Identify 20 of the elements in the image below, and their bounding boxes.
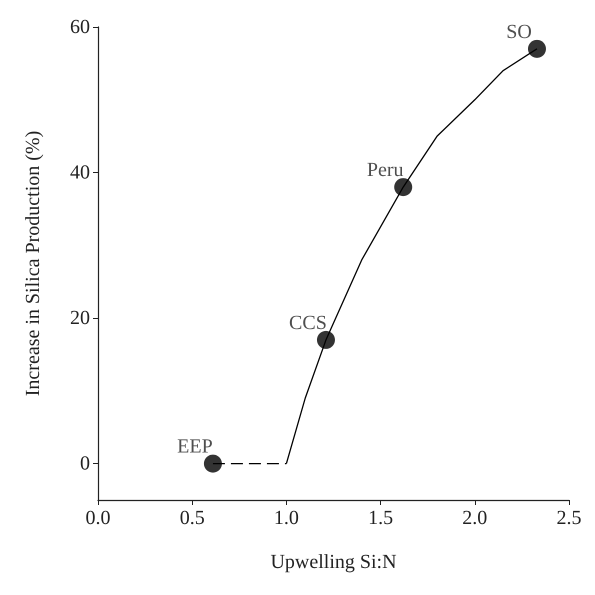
point	[316, 330, 335, 349]
point	[394, 178, 412, 196]
y-axis-title: Increase in Silica Production (%)	[22, 130, 44, 396]
y-tick-label: 20	[70, 307, 90, 330]
x-axis-title: Upwelling Si:N	[270, 551, 397, 573]
annotation: Peru	[366, 159, 404, 182]
x-tick-label: 1.5	[368, 507, 394, 529]
point	[204, 454, 222, 473]
annotation: SO	[506, 20, 532, 43]
y-tick-label: 40	[70, 162, 90, 184]
x-tick-label: 2.5	[556, 507, 582, 529]
y-tick-label: 0	[80, 452, 90, 475]
x-tick-label: 0.0	[86, 507, 110, 529]
x-tick-label: 2.0	[462, 507, 488, 529]
annotation: EEP	[177, 436, 213, 458]
annotation: CCS	[289, 312, 327, 334]
point	[528, 40, 546, 58]
x-tick-label: 0.5	[180, 507, 205, 529]
y-tick-label: 60	[70, 16, 90, 38]
x-tick-label: 1.0	[274, 507, 299, 529]
